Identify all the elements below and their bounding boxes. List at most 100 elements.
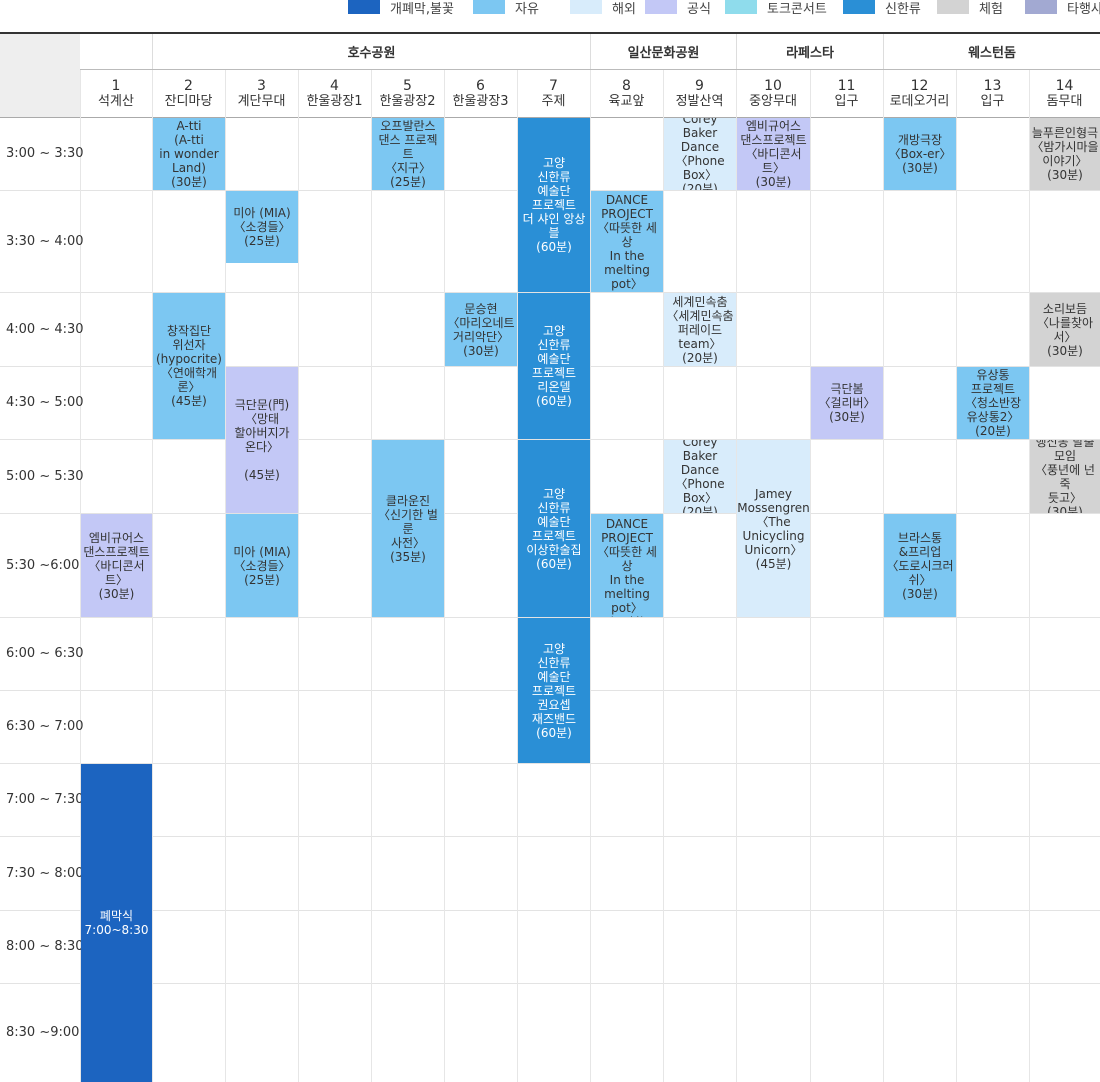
column-header: 7 주제	[517, 70, 590, 117]
legend-swatch	[348, 0, 380, 14]
schedule-event[interactable]: 엠비규어스 댄스프로젝트 〈바디콘서트〉 (30분)	[81, 514, 152, 617]
column-name: 석계산	[98, 93, 134, 109]
legend-item: 자유	[473, 0, 539, 17]
schedule-event[interactable]: 고양 신한류 예술단 프로젝트 이상한술집 (60분)	[518, 440, 590, 617]
column-name: 돔무대	[1046, 93, 1083, 109]
schedule-event[interactable]: A-tti (A-tti in wonder Land) (30분)	[153, 118, 225, 190]
column-name: 육교앞	[608, 93, 645, 109]
row-divider	[0, 983, 1100, 984]
legend-item: 개폐막,불꽃	[348, 0, 454, 17]
column-name: 한울광장3	[452, 93, 509, 109]
schedule-event[interactable]: 유상통 프로젝트 〈청소반장 유상통2〉 (20분)	[957, 367, 1029, 439]
legend-item: 체험	[937, 0, 1003, 17]
legend-label: 자유	[515, 1, 539, 17]
time-slot-label: 5:30 ~6:00	[6, 557, 80, 573]
column-name: 중앙무대	[749, 93, 797, 109]
time-slot-label: 8:30 ~9:00	[6, 1025, 80, 1040]
column-name: 입구	[980, 93, 1005, 109]
column-divider	[1029, 70, 1030, 1082]
row-divider	[0, 292, 1100, 293]
column-header: 4 한울광장1	[298, 70, 371, 117]
schedule-event[interactable]: Jamey Mossengren 〈The Unicycling Unicorn…	[737, 440, 810, 617]
column-header: 11 입구	[810, 70, 883, 117]
column-number: 3	[257, 77, 266, 94]
row-divider	[0, 617, 1100, 618]
column-number: 5	[403, 77, 412, 94]
schedule-event[interactable]: Corey Baker Dance 〈Phone Box〉 (20분)	[664, 440, 736, 513]
column-number: 1	[111, 77, 121, 94]
legend-swatch	[937, 0, 969, 14]
schedule-event[interactable]: 극단봄 〈걸리버〉 (30분)	[811, 367, 883, 439]
schedule-event[interactable]: 늘푸른인형극 〈밤가시마을 이야기〉 (30분)	[1030, 118, 1100, 190]
schedule-event[interactable]: 고양 신한류 예술단 프로젝트 더 샤인 앙상블 (60분)	[518, 118, 590, 292]
row-divider	[0, 910, 1100, 911]
column-header: 3 계단무대	[225, 70, 298, 117]
time-slot-label: 4:00 ~ 4:30	[6, 321, 84, 337]
column-number: 12	[910, 77, 929, 94]
legend-swatch	[1025, 0, 1057, 14]
column-divider	[956, 70, 957, 1082]
legend-label: 해외	[612, 1, 636, 17]
schedule-event[interactable]: 폐막식 7:00~8:30	[81, 764, 152, 1082]
schedule-event[interactable]: 엠비규어스 댄스프로젝트 〈바디콘서트〉 (30분)	[737, 118, 810, 190]
column-name: 잔디마당	[164, 93, 213, 109]
schedule-event[interactable]: 개방극장 〈Box-er〉 (30분)	[884, 118, 956, 190]
column-name: 한울광장2	[379, 93, 436, 109]
column-header: 14 돔무대	[1029, 70, 1100, 117]
schedule-event[interactable]: 오프발란스 댄스 프로젝트 〈지구〉 (25분)	[372, 118, 444, 190]
legend-item: 타행사	[1025, 0, 1100, 17]
column-name: 정발산역	[675, 93, 724, 109]
time-slot-label: 3:00 ~ 3:30	[6, 146, 84, 161]
schedule-event[interactable]: DAB DANCE PROJECT 〈따뜻한 세상 In the melting…	[591, 514, 663, 617]
schedule-event[interactable]: 클라운진 〈신기한 벌룬 사전〉 (35분)	[372, 440, 444, 617]
schedule-event[interactable]: Corey Baker Dance 〈Phone Box〉 (20분)	[664, 118, 736, 190]
schedule-event[interactable]: 행신동 탈출 모임 〈풍년에 넌죽 듯고〉 (30분)	[1030, 440, 1100, 513]
time-slot-label: 5:00 ~ 5:30	[6, 468, 84, 484]
column-number: 9	[695, 77, 704, 94]
venue-header: 호수공원	[152, 34, 590, 69]
column-header: 12 로데오거리	[883, 70, 956, 117]
legend-swatch	[725, 0, 757, 14]
column-divider	[590, 70, 591, 1082]
row-divider	[0, 439, 1100, 440]
row-divider	[0, 836, 1100, 837]
schedule-event[interactable]: 창작집단 위선자 (hypocrite) 〈연애학개론〉 (45분)	[153, 293, 225, 439]
schedule-event[interactable]: 소리보듬 〈나를찾아서〉 (30분)	[1030, 293, 1100, 366]
column-number: 2	[184, 77, 193, 94]
header-corner	[0, 34, 80, 117]
column-divider	[883, 70, 884, 1082]
schedule-event[interactable]: 브라스통 &프리업 〈도로시크러쉬〉 (30분)	[884, 514, 956, 617]
column-number: 14	[1055, 77, 1074, 94]
venue-header: 일산문화공원	[590, 34, 736, 69]
schedule-event[interactable]: 미아 (MIA) 〈소경들〉 (25분)	[226, 514, 298, 617]
column-divider	[517, 70, 518, 1082]
legend-item: 공식	[645, 0, 711, 17]
time-slot-label: 7:30 ~ 8:00	[6, 865, 84, 881]
schedule-event[interactable]: 문승현 〈마리오네트 거리악단〉 (30분)	[445, 293, 517, 366]
column-number: 11	[837, 77, 856, 94]
schedule-event[interactable]: 고양 신한류 예술단 프로젝트 리온델 (60분)	[518, 293, 590, 439]
column-name: 입구	[834, 93, 859, 109]
legend-item: 해외	[570, 0, 636, 17]
schedule-event[interactable]: 극단문(門) 〈망태 할아버지가 온다〉 (45분)	[226, 367, 298, 513]
legend-swatch	[843, 0, 875, 14]
schedule-event[interactable]: 고양 신한류 예술단 프로젝트 권요셉 재즈밴드 (60분)	[518, 618, 590, 763]
column-divider	[736, 70, 737, 1082]
schedule-event[interactable]: 미아 (MIA) 〈소경들〉 (25분)	[226, 191, 298, 263]
column-header: 6 한울광장3	[444, 70, 517, 117]
column-divider	[80, 70, 81, 1082]
column-header: 8 육교앞	[590, 70, 663, 117]
legend-label: 공식	[687, 1, 711, 17]
column-number: 8	[622, 77, 631, 94]
time-slot-label: 7:00 ~ 7:30	[6, 792, 84, 807]
schedule-event[interactable]: DAB DANCE PROJECT 〈따뜻한 세상 In the melting…	[591, 191, 663, 292]
column-divider	[225, 70, 226, 1082]
schedule-event[interactable]: 세계민속춤 〈세계민속춤 퍼레이드 team〉 (20분)	[664, 293, 736, 366]
venue-divider	[80, 69, 1100, 70]
header-top-border	[0, 32, 1100, 34]
column-divider	[298, 70, 299, 1082]
venue-header: 웨스턴돔	[883, 34, 1100, 69]
legend-swatch	[570, 0, 602, 14]
column-header: 5 한울광장2	[371, 70, 444, 117]
column-number: 7	[549, 77, 558, 94]
